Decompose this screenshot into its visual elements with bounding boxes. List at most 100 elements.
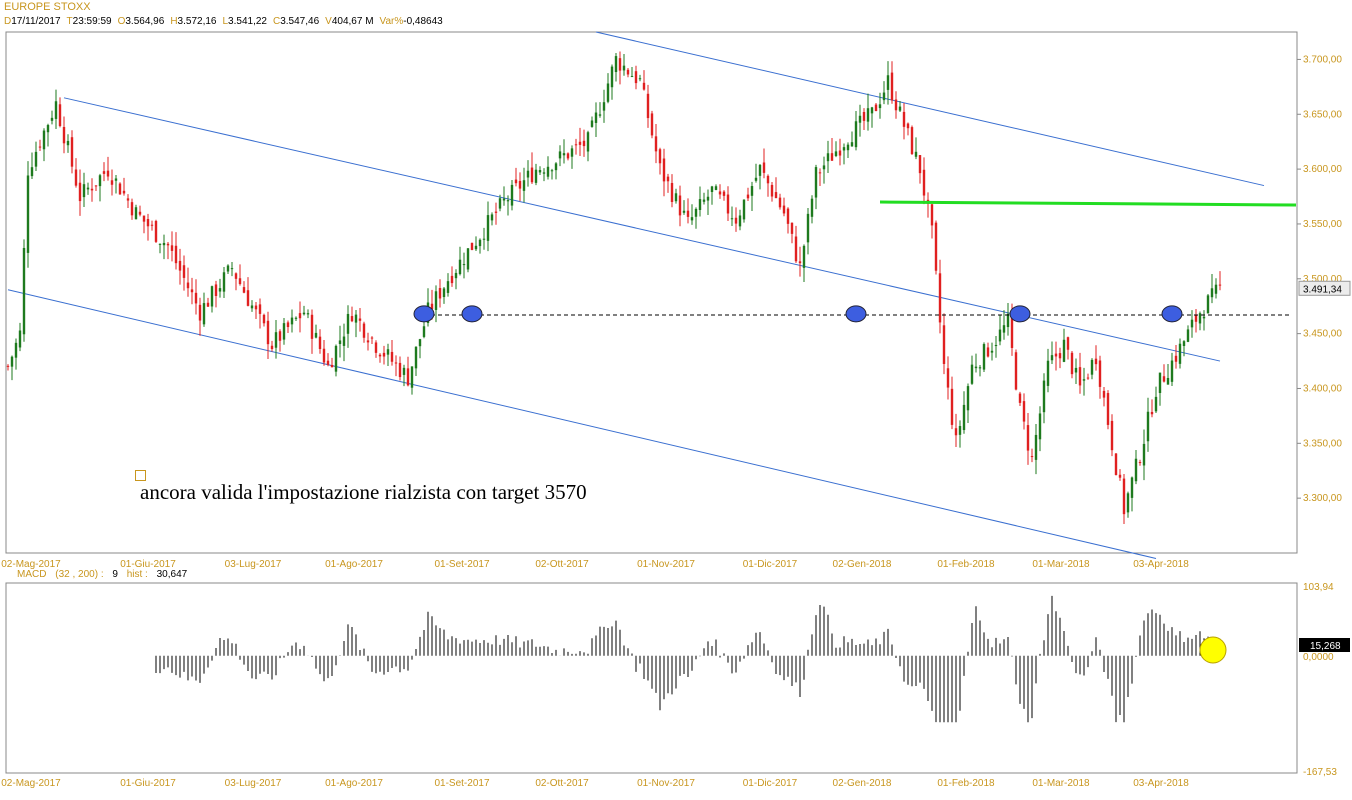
candle-body	[126, 198, 130, 201]
candle-body	[326, 360, 330, 365]
macd-current-box	[1299, 638, 1350, 652]
candle-body	[646, 93, 650, 119]
candle-body	[838, 150, 842, 156]
candle-body	[950, 388, 954, 425]
candle-body	[698, 199, 702, 210]
candle-body	[170, 245, 174, 251]
candle-body	[262, 314, 266, 324]
candle-body	[710, 186, 714, 193]
date-axis-bottom: 02-Mag-2017 01-Giu-2017 03-Lug-2017 01-Ago-…	[1, 778, 1189, 789]
candle-body	[754, 177, 758, 181]
candle-body	[418, 339, 422, 347]
date-tick-label: 01-Set-2017	[434, 778, 489, 789]
candle-body	[306, 313, 310, 315]
candle-body	[370, 337, 374, 339]
candle-body	[1102, 390, 1106, 398]
candle-body	[162, 242, 166, 246]
macd-current-label: 15,268	[1310, 641, 1341, 652]
date-tick-label: 01-Giu-2017	[120, 559, 176, 570]
candle-body	[862, 112, 866, 121]
quote-key: O	[117, 16, 126, 27]
date-tick-label: 01-Nov-2017	[637, 778, 695, 789]
candle-body	[870, 107, 874, 114]
candle-body	[26, 175, 30, 253]
candle-body	[938, 273, 942, 323]
candle-body	[218, 288, 222, 292]
candle-body	[22, 247, 26, 335]
quote-key: H	[170, 16, 178, 27]
candle-body	[730, 218, 734, 220]
candle-body	[310, 314, 314, 339]
date-tick-label: 02-Mag-2017	[1, 559, 61, 570]
candle-body	[1030, 456, 1034, 458]
candle-body	[286, 322, 290, 328]
channel-line	[63, 97, 1221, 362]
candle-body	[42, 130, 46, 150]
candle-body	[890, 72, 894, 101]
candle-body	[106, 170, 110, 177]
candle-body	[390, 351, 394, 362]
candle-body	[790, 222, 794, 234]
annotation-text: ancora valida l'impostazione rialzista c…	[140, 480, 587, 504]
candle-body	[734, 217, 738, 224]
candle-body	[694, 208, 698, 217]
candle-body	[590, 120, 594, 127]
quote-value: 17/11/2017	[11, 16, 61, 27]
candle-body	[158, 243, 162, 245]
marker-ellipse	[845, 305, 867, 323]
candle-body	[398, 362, 402, 378]
candle-body	[410, 366, 414, 388]
candle-body	[818, 172, 822, 174]
candle-body	[714, 186, 718, 190]
candle-body	[18, 330, 22, 348]
candle-body	[654, 136, 658, 152]
candle-body	[1062, 339, 1066, 362]
candle-body	[1158, 372, 1162, 393]
candle-body	[682, 210, 686, 213]
candle-body	[118, 183, 122, 195]
quote-value: 3.564,96	[125, 16, 165, 27]
date-tick-label: 02-Ott-2017	[535, 559, 589, 570]
candle-body	[182, 265, 186, 278]
candle-body	[1038, 413, 1042, 440]
annotation-checkbox	[135, 470, 146, 481]
candle-body	[1126, 493, 1130, 513]
candle-body	[930, 204, 934, 226]
marker-ellipse	[413, 305, 435, 323]
candle-body	[962, 404, 966, 431]
candle-body	[1206, 295, 1210, 314]
candle-body	[250, 305, 254, 309]
candle-body	[214, 284, 218, 296]
candle-body	[434, 291, 438, 310]
marker-ellipse	[1161, 305, 1183, 323]
candle-body	[658, 149, 662, 164]
channel-line	[595, 31, 1265, 187]
candle-body	[230, 268, 234, 270]
candle-body	[794, 236, 798, 262]
candle-body	[1078, 367, 1082, 386]
quote-key: C	[272, 16, 281, 27]
candle-body	[638, 78, 642, 80]
candle-body	[190, 289, 194, 293]
candle-body	[154, 220, 158, 242]
candle-body	[278, 331, 282, 341]
candle-body	[54, 101, 58, 119]
candle-body	[942, 325, 946, 364]
candle-body	[542, 172, 546, 174]
candle-body	[478, 239, 482, 247]
candle-body	[374, 342, 378, 353]
candle-body	[686, 210, 690, 217]
candle-body	[606, 83, 610, 102]
candle-body	[986, 347, 990, 357]
candle-body	[1150, 411, 1154, 415]
candle-body	[1154, 396, 1158, 412]
candle-body	[94, 185, 98, 187]
candle-body	[1098, 360, 1102, 387]
candle-body	[878, 104, 882, 109]
candle-body	[946, 368, 950, 388]
candle-body	[934, 222, 938, 271]
candle-body	[702, 199, 706, 202]
candle-body	[194, 292, 198, 304]
macd-histogram	[155, 595, 1227, 723]
